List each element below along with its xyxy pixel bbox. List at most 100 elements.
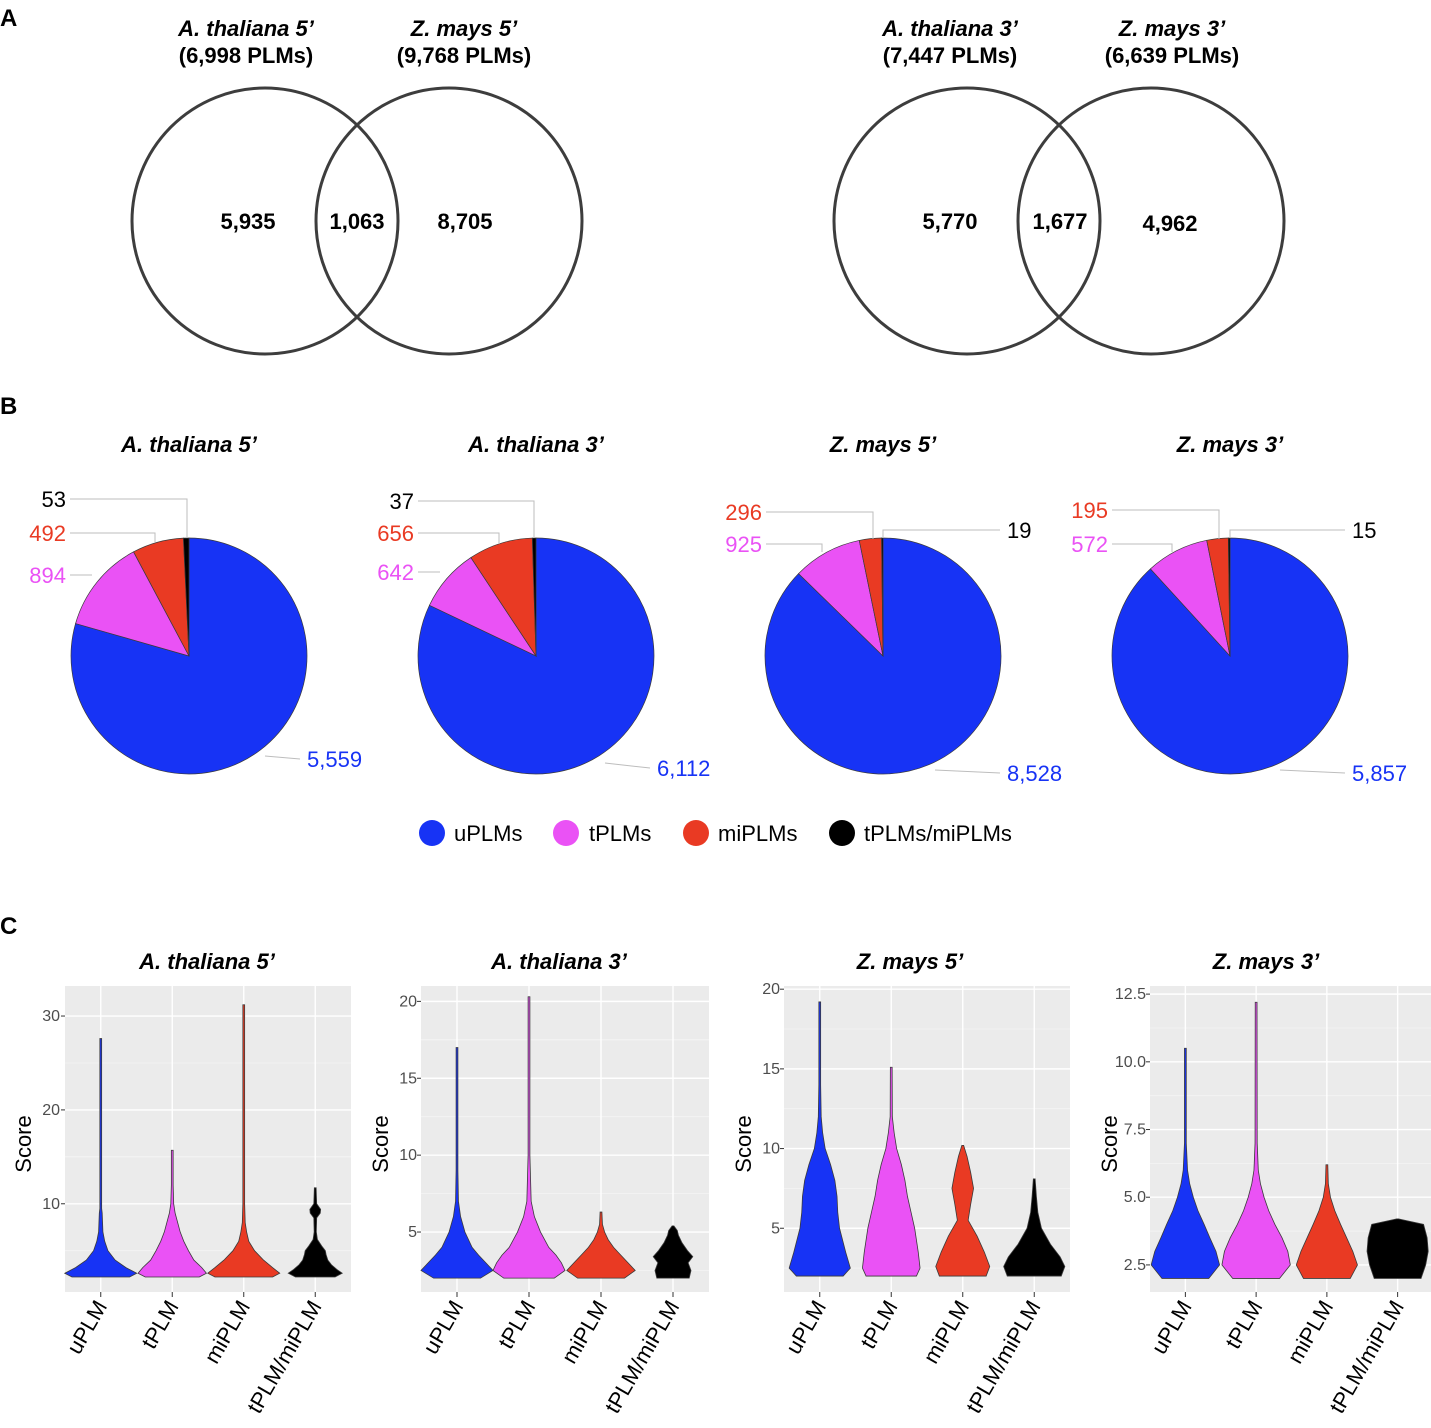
violin-a-thaliana-3: A. thaliana 3’ 5 10 15 20 uPLM tPLM miPLMtPLM/m… [368,949,709,1418]
y-tick-label: 5 [771,1220,780,1237]
x-tick-label-tplm-miplm: tPLM/miPLM [242,1296,327,1418]
pie-label-tplms: 572 [1071,532,1108,557]
violin-z-mays-3: Z. mays 3’ 2.5 5.0 7.5 10.0 12.5 uPLM tPLM miPLM… [1097,949,1431,1418]
pie-leader-tplms-miplms [70,498,188,537]
pie-label-uplms: 6,112 [657,756,710,781]
pie-label-miplms: 195 [1071,498,1108,523]
violin-tplm-miplm [1003,1178,1066,1277]
x-tick-label-tplm: tPLM [1220,1296,1267,1353]
y-tick-label: 12.5 [1115,986,1146,1003]
violin-z-mays-5: Z. mays 5’ 5 10 15 20 uPLM tPLM miPLMtPLM/miPLM… [731,949,1070,1418]
x-tick-label-tplm: tPLM [493,1296,540,1353]
x-tick-label-tplm-miplm: tPLM/miPLM [961,1296,1046,1418]
y-tick-label: 20 [42,1102,60,1119]
panel-label-b: B [0,393,17,420]
venn-circle-left [832,86,1102,356]
legend-label-tplms-miplms: tPLMs/miPLMs [864,821,1012,846]
venn-left-subtitle: (6,998 PLMs) [179,43,314,68]
y-tick-label: 10 [399,1147,417,1164]
pie-leader-miplms [418,532,500,544]
venn-5prime: A. thaliana 5’ (6,998 PLMs) Z. mays 5’ (… [130,16,584,356]
violin-title: Z. mays 3’ [1212,949,1320,974]
violin-tplm [1221,1001,1291,1279]
pie-label-tplms-miplms: 19 [1007,518,1031,543]
pie-slice-tplms-miplms [183,537,190,657]
violin-uplm [788,1001,851,1277]
x-tick-label-tplm: tPLM [855,1296,902,1353]
pie-title: Z. mays 5’ [829,432,937,457]
legend-label-uplms: uPLMs [454,821,522,846]
violin-tplm-miplm [652,1225,694,1279]
y-tick-label: 7.5 [1124,1122,1146,1139]
x-tick-label-miplm: miPLM [199,1296,255,1368]
pie-a-thaliana-5: A. thaliana 5’ 5,559 894 492 53 [29,432,362,775]
y-tick-label: 2.5 [1124,1257,1146,1274]
x-tick-label-uplm: uPLM [418,1296,468,1358]
pie-slice-uplms [1111,537,1349,775]
violin-uplm [1150,1047,1221,1279]
pie-leader-uplms [1279,769,1346,774]
y-tick-label: 5.0 [1124,1189,1146,1206]
pie-leader-miplms [70,532,156,542]
violin-title: A. thaliana 3’ [490,949,628,974]
pie-label-tplms: 894 [29,563,66,588]
y-axis-title: Score [11,1115,36,1172]
legend-swatch-tplms [553,820,579,846]
violin-miplm [566,1211,636,1279]
pie-label-uplms: 5,857 [1352,761,1407,786]
pie-title: A. thaliana 5’ [120,432,258,457]
pie-label-tplms-miplms: 15 [1352,518,1376,543]
venn-left-title: A. thaliana 3’ [881,16,1019,41]
plot-background [65,986,351,1292]
panel-label-a: A [0,5,17,32]
y-tick-label: 10 [762,1141,780,1158]
y-tick-label: 15 [399,1070,417,1087]
pie-label-miplms: 296 [725,500,762,525]
pie-label-tplms-miplms: 53 [42,487,66,512]
venn-overlap: 1,677 [1032,209,1087,234]
pie-slice-uplms [417,537,655,775]
pie-label-tplms: 925 [725,532,762,557]
pie-leader-miplms [766,511,874,539]
venn-3prime: A. thaliana 3’ (7,447 PLMs) Z. mays 3’ (… [832,16,1286,356]
venn-left-title: A. thaliana 5’ [177,16,315,41]
pie-leader-uplms [604,762,651,769]
legend-swatch-tplms-miplms [829,820,855,846]
x-tick-label-uplm: uPLM [781,1296,831,1358]
y-axis-title: Score [368,1115,393,1172]
venn-right-subtitle: (6,639 PLMs) [1105,43,1240,68]
pie-leader-tplms [1112,543,1173,552]
x-tick-label-tplm-miplm: tPLM/miPLM [1324,1296,1409,1418]
x-tick-label-uplm: uPLM [1146,1296,1196,1358]
violin-title: A. thaliana 5’ [138,949,276,974]
venn-left-only: 5,770 [922,209,977,234]
y-tick-label: 20 [762,981,780,998]
violin-miplm [1295,1164,1358,1279]
pie-leader-tplms-miplms [418,500,535,537]
pie-leader-uplms [264,755,301,760]
legend-label-tplms: tPLMs [589,821,651,846]
venn-circle-right [314,86,584,356]
venn-left-subtitle: (7,447 PLMs) [883,43,1018,68]
violin-title: Z. mays 5’ [856,949,964,974]
pie-title: Z. mays 3’ [1176,432,1284,457]
pie-slice-tplms [75,551,190,657]
pie-z-mays-5: Z. mays 5’ 8,528 925 296 19 [725,432,1062,786]
venn-overlap: 1,063 [329,209,384,234]
pie-leader-miplms [1112,509,1220,539]
legend: uPLMs tPLMs miPLMs tPLMs/miPLMs [419,820,1012,846]
venn-right-title: Z. mays 3’ [1118,16,1226,41]
pie-label-tplms: 642 [377,560,414,585]
venn-right-subtitle: (9,768 PLMs) [397,43,532,68]
x-tick-label-miplm: miPLM [556,1296,612,1368]
pie-leader-uplms [934,769,1001,774]
violin-miplm [935,1144,991,1277]
violin-a-thaliana-5: A. thaliana 5’ 10 20 30 uPLM tPLM miPLMtPLM/mi… [11,949,351,1418]
y-tick-label: 30 [42,1008,60,1025]
pie-charts: A. thaliana 5’ 5,559 894 492 53 A. thaliana 3… [29,432,1407,786]
x-tick-label-miplm: miPLM [918,1296,974,1368]
legend-swatch-uplms [419,820,445,846]
x-tick-label-tplm-miplm: tPLM/miPLM [600,1296,685,1418]
venn-right-title: Z. mays 5’ [410,16,518,41]
